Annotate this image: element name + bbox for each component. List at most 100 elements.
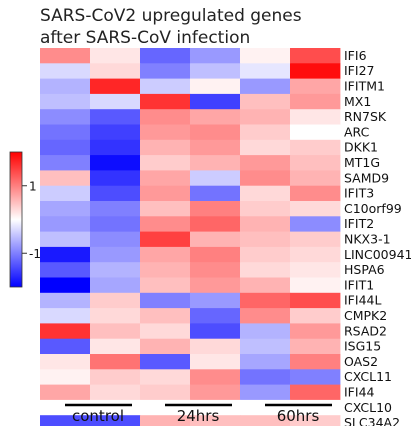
gene-label: IFI27	[344, 63, 374, 78]
heatmap-cell	[140, 384, 191, 401]
heatmap-cell	[90, 338, 141, 355]
heatmap-cell	[240, 63, 291, 79]
heatmap-cell	[290, 323, 341, 340]
color-scale-bar	[9, 151, 23, 288]
heatmap-cell	[190, 139, 241, 156]
heatmap-cell	[190, 201, 241, 217]
heatmap-cell	[190, 185, 241, 202]
heatmap-cell	[40, 308, 91, 324]
heatmap-cell	[190, 323, 241, 340]
heatmap-cell	[90, 246, 141, 263]
heatmap-cell	[40, 48, 91, 64]
heatmap-cells	[40, 48, 341, 426]
heatmap-cell	[290, 338, 341, 355]
heatmap-cell	[140, 246, 191, 263]
heatmap-cell	[290, 216, 341, 232]
gene-label: OAS2	[344, 354, 378, 369]
gene-label: IFIT2	[344, 216, 374, 231]
heatmap-cell	[140, 139, 191, 156]
heatmap-cell	[290, 124, 341, 141]
heatmap-cell	[90, 231, 141, 248]
heatmap-cell	[190, 354, 241, 370]
heatmap-cell	[90, 369, 141, 385]
group-label: 60hrs	[277, 407, 320, 425]
heatmap-cell	[40, 109, 91, 125]
heatmap-cell	[90, 323, 141, 340]
heatmap-cell	[90, 124, 141, 141]
heatmap-cell	[290, 48, 341, 64]
gene-label: NKX3-1	[344, 232, 391, 247]
heatmap-cell	[40, 170, 91, 187]
heatmap-cell	[40, 78, 91, 95]
heatmap-cell	[190, 369, 241, 385]
heatmap-cell	[190, 170, 241, 187]
heatmap-cell	[190, 384, 241, 401]
heatmap-cell	[90, 139, 141, 156]
heatmap-cell	[140, 216, 191, 232]
heatmap-cell	[190, 231, 241, 248]
heatmap-cell	[290, 415, 341, 426]
heatmap-cell	[290, 78, 341, 95]
heatmap-cell	[140, 415, 191, 426]
heatmap-cell	[240, 185, 291, 202]
colorbar-gradient	[9, 151, 23, 288]
gene-label: LINC00941	[344, 247, 411, 262]
heatmap-cell	[90, 277, 141, 294]
gene-label: HSPA6	[344, 262, 385, 277]
heatmap-cell	[90, 170, 141, 187]
heatmap-cell	[240, 170, 291, 187]
heatmap-cell	[40, 155, 91, 171]
heatmap-cell	[240, 384, 291, 401]
heatmap-cell	[40, 277, 91, 294]
gene-label: MT1G	[344, 155, 380, 170]
heatmap-cell	[240, 415, 291, 426]
heatmap-cell	[40, 292, 91, 309]
heatmap-cell	[40, 384, 91, 401]
heatmap-cell	[290, 262, 341, 278]
heatmap-cell	[90, 78, 141, 95]
colorbar-ticks: 1 -1	[22, 179, 41, 261]
heatmap-cell	[240, 262, 291, 278]
heatmap-cell	[40, 63, 91, 79]
heatmap-cell	[40, 262, 91, 278]
heatmap-cell	[140, 78, 191, 95]
heatmap-cell	[240, 78, 291, 95]
heatmap-cell	[190, 308, 241, 324]
heatmap-cell	[140, 292, 191, 309]
heatmap-cell	[290, 354, 341, 370]
heatmap-cell	[140, 93, 191, 110]
heatmap-cell	[140, 277, 191, 294]
heatmap-cell	[290, 277, 341, 294]
heatmap-cell	[240, 246, 291, 263]
heatmap-cell	[90, 201, 141, 217]
gene-label: MX1	[344, 94, 371, 109]
heatmap-cell	[190, 338, 241, 355]
heatmap-cell	[290, 384, 341, 401]
heatmap-cell	[40, 124, 91, 141]
heatmap-cell	[90, 354, 141, 370]
heatmap-cell	[290, 292, 341, 309]
heatmap-cell	[290, 185, 341, 202]
heatmap-cell	[290, 170, 341, 187]
heatmap-cell	[190, 262, 241, 278]
heatmap-cell	[90, 185, 141, 202]
gene-label: IFI6	[344, 48, 367, 63]
heatmap-cell	[140, 170, 191, 187]
heatmap-cell	[240, 48, 291, 64]
gene-label: RN7SK	[344, 109, 387, 124]
heatmap-cell	[190, 63, 241, 79]
heatmap-cell	[40, 354, 91, 370]
heatmap-cell	[140, 48, 191, 64]
heatmap-cell	[140, 323, 191, 340]
heatmap-cell	[40, 139, 91, 156]
colorbar-tick-label: -1	[29, 247, 41, 261]
gene-label: C10orf99	[344, 201, 402, 216]
heatmap-cell	[140, 231, 191, 248]
heatmap-cell	[40, 216, 91, 232]
group-brackets: control 24hrs 60hrs	[65, 403, 332, 425]
heatmap-cell	[240, 292, 291, 309]
gene-label: CXCL11	[344, 369, 392, 384]
heatmap-cell	[140, 262, 191, 278]
heatmap-cell	[90, 48, 141, 64]
gene-label: DKK1	[344, 140, 378, 155]
